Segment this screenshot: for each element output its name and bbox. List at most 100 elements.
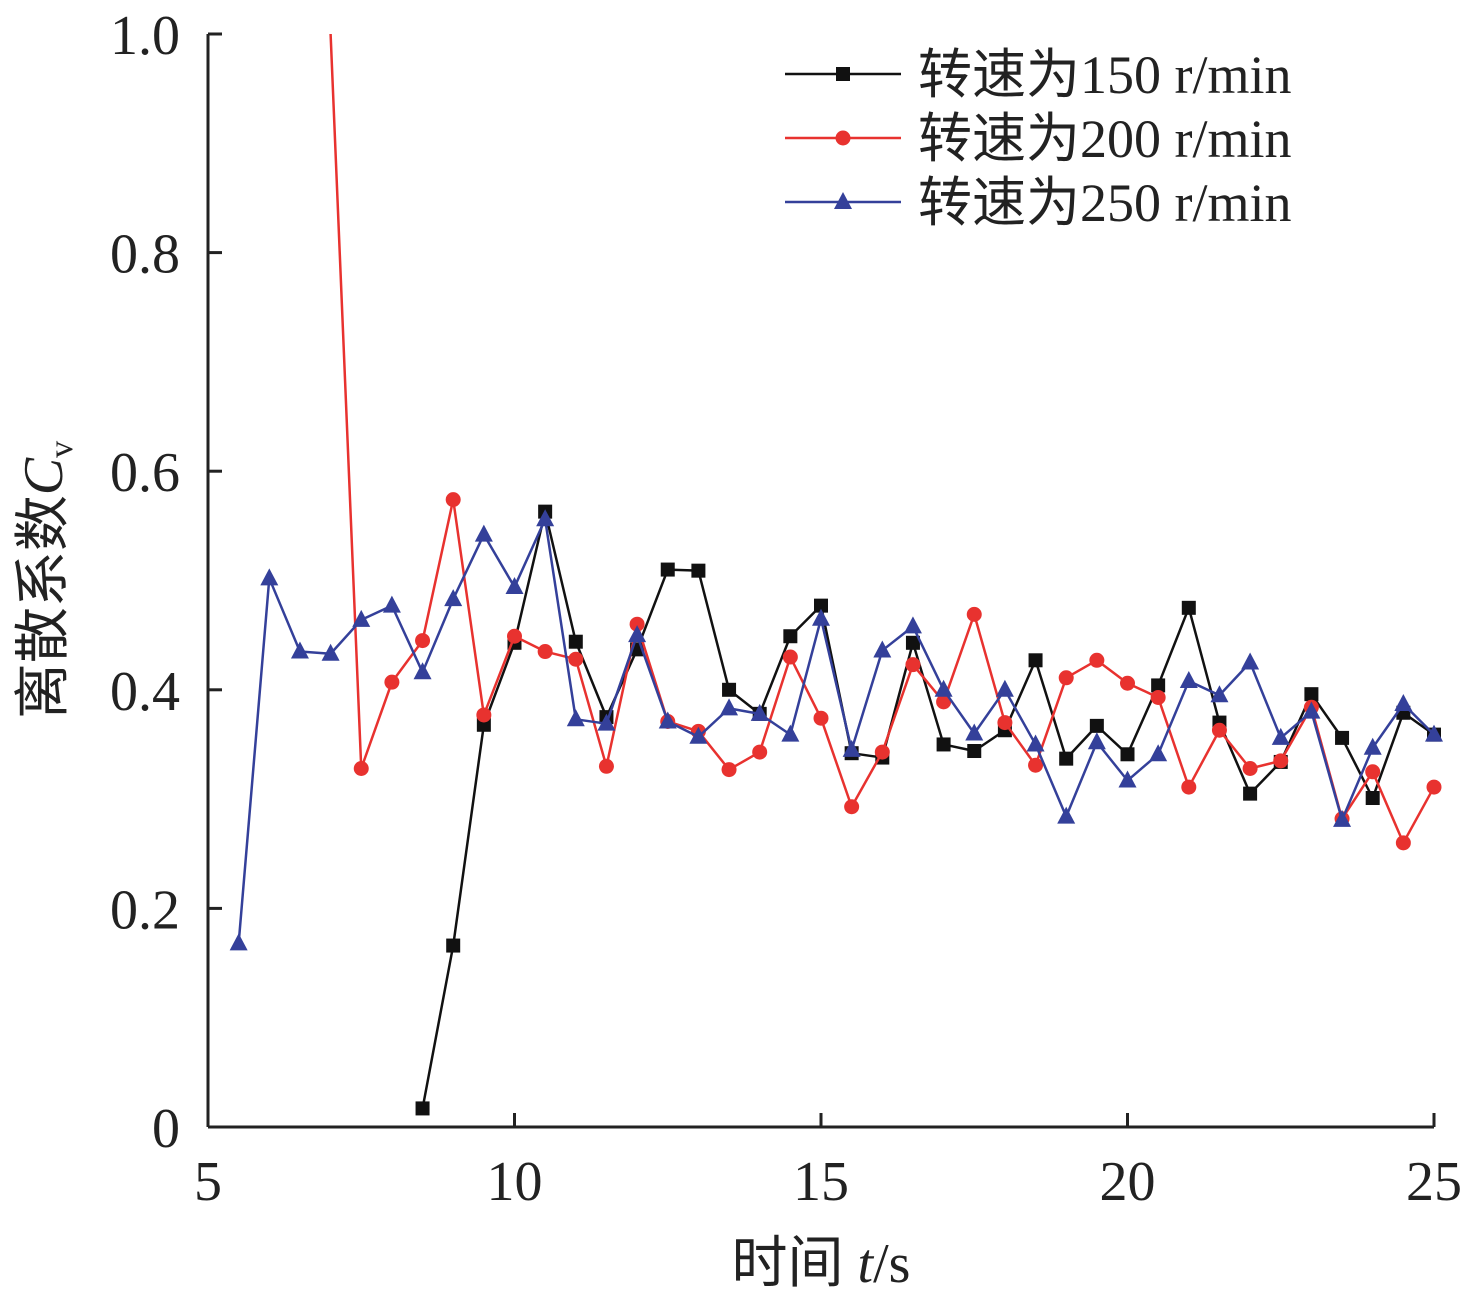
x-axis-title-var: t [858,1233,875,1295]
data-point [566,709,585,727]
data-point [536,509,555,527]
data-point [1365,791,1380,806]
data-point [229,933,248,951]
data-point [750,703,769,721]
y-axis-title-var: C [13,457,75,495]
axis-titles: 时间 t/s 离散系数Cv [13,441,910,1295]
data-point [1026,734,1045,752]
data-point [1304,687,1319,702]
data-point [384,674,400,690]
x-axis-title: 时间 t/s [732,1233,911,1295]
data-point [1059,751,1074,766]
series-line [421,510,1435,1109]
data-point [1395,835,1411,851]
data-point [1271,727,1290,745]
data-point [353,760,369,776]
y-tick-label: 0.8 [110,224,180,286]
x-axis-title-suffix: /s [873,1233,910,1295]
data-point [444,589,463,607]
legend-label: 转速为150 r/min [918,45,1292,105]
data-point [1302,701,1321,719]
data-point [1394,694,1413,712]
legend-item: 转速为150 r/min [785,45,1292,105]
data-point [415,633,431,649]
data-point [382,595,401,613]
data-point [1211,722,1227,738]
data-point [1210,685,1229,703]
data-point [934,679,953,697]
data-point [1243,786,1258,801]
data-point [781,724,800,742]
data-point [936,694,952,710]
data-point [966,606,982,622]
data-point [903,616,922,634]
data-point [752,744,768,760]
data-point [720,698,739,716]
x-tick-label: 25 [1406,1151,1462,1213]
data-point [689,726,708,744]
data-point [782,649,798,665]
data-point [1333,809,1352,827]
data-point [568,651,584,667]
data-point [722,682,737,697]
data-point [1118,770,1137,788]
data-point [260,568,279,586]
data-point [1242,760,1258,776]
data-point [505,577,524,595]
data-point [1150,689,1166,705]
data-point [598,758,614,774]
data-point [1365,764,1381,780]
data-point [936,737,951,752]
data-point [474,524,493,542]
y-axis-title-sub: v [43,441,80,458]
y-tick-label: 0.4 [110,661,180,723]
legend-marker [835,130,851,146]
data-point [1151,678,1166,693]
data-point [1181,779,1197,795]
y-tick-label: 0.6 [110,442,180,504]
data-point [537,644,553,660]
data-point [445,492,461,508]
data-point [1149,744,1168,762]
data-point [568,634,583,649]
data-point [507,628,522,644]
legend-marker [836,67,850,81]
data-point [844,799,860,815]
data-point [812,608,830,626]
legend-item: 转速为250 r/min [785,173,1292,233]
data-point [658,711,677,729]
y-tick-label: 1.0 [110,5,180,67]
data-point [995,679,1014,697]
data-point [413,662,432,680]
data-point [1087,732,1106,750]
y-axis-title: 离散系数Cv [13,441,80,719]
data-point [1120,675,1135,691]
x-tick-label: 10 [487,1151,543,1213]
x-axis-title-prefix: 时间 [732,1233,858,1295]
data-point [813,710,829,726]
data-point [1120,747,1135,762]
data-point [842,739,861,757]
data-point [873,640,892,658]
data-point [1273,753,1289,769]
data-point [874,744,890,760]
data-point [629,616,645,632]
data-point [814,598,828,613]
x-tick-label: 5 [194,1151,222,1213]
data-point [1425,724,1443,742]
data-point [446,938,461,953]
y-tick-label: 0.2 [110,879,180,941]
data-point [1181,600,1196,615]
data-point [1335,730,1350,745]
data-point [1028,653,1043,668]
data-point [476,707,492,723]
data-point [965,723,984,741]
data-point [997,715,1013,731]
data-point [660,562,675,577]
data-point [1241,652,1260,670]
y-axis-title-prefix: 离散系数 [13,495,75,719]
series-2 [329,33,1442,851]
data-point [415,1101,430,1116]
